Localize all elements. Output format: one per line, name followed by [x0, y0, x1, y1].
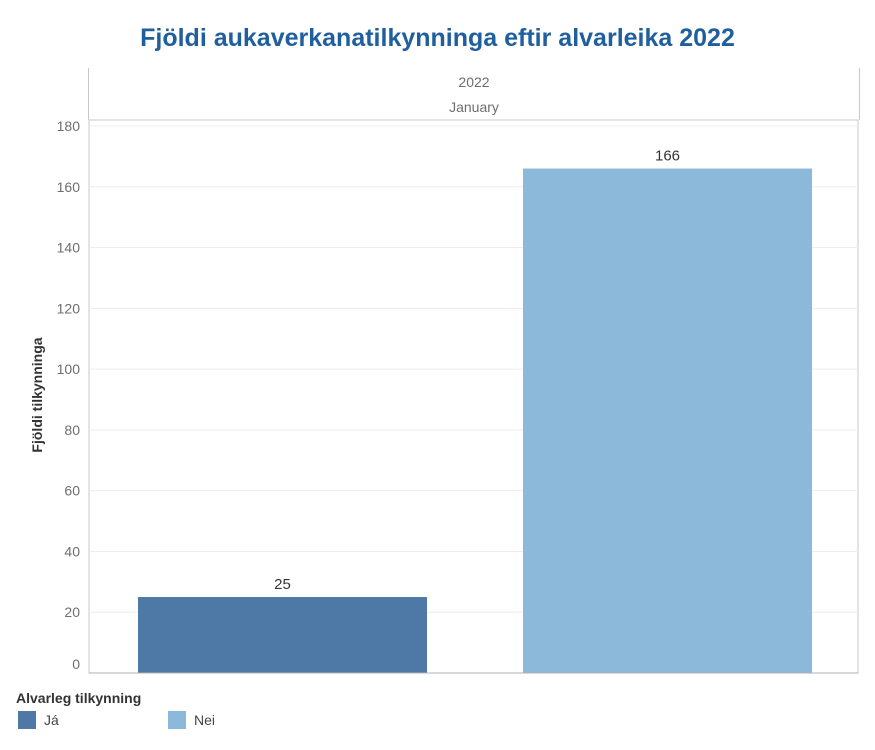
legend-title: Alvarleg tilkynning — [16, 690, 142, 706]
y-tick-label: 40 — [64, 543, 80, 559]
y-tick-label: 180 — [57, 118, 81, 134]
legend-item-ja[interactable]: Já — [18, 711, 59, 729]
column-header: 2022 January — [88, 68, 860, 120]
legend-label-nei: Nei — [194, 712, 216, 728]
data-label: 166 — [655, 148, 680, 165]
y-tick-label: 160 — [57, 179, 81, 195]
legend-swatch-nei — [168, 711, 186, 729]
header-month: January — [449, 99, 499, 115]
chart-title: Fjöldi aukaverkanatilkynninga eftir alva… — [140, 24, 735, 52]
legend-swatch-ja — [18, 711, 36, 729]
y-tick-label: 120 — [57, 300, 81, 316]
y-tick-label: 100 — [57, 361, 81, 377]
y-tick-label: 60 — [64, 483, 80, 499]
data-label: 25 — [274, 576, 291, 593]
legend-label-ja: Já — [44, 712, 59, 728]
header-year: 2022 — [458, 74, 490, 90]
bar-ja — [138, 597, 427, 673]
y-tick-label: 0 — [72, 656, 80, 672]
y-tick-label: 20 — [64, 604, 80, 620]
legend-item-nei[interactable]: Nei — [168, 711, 215, 729]
bar-nei — [523, 168, 812, 674]
y-tick-label: 80 — [64, 422, 80, 438]
y-tick-label: 140 — [57, 240, 81, 256]
bar-chart-plot: 0 20 40 60 80 100 120 140 160 180 25 166 — [57, 118, 859, 674]
